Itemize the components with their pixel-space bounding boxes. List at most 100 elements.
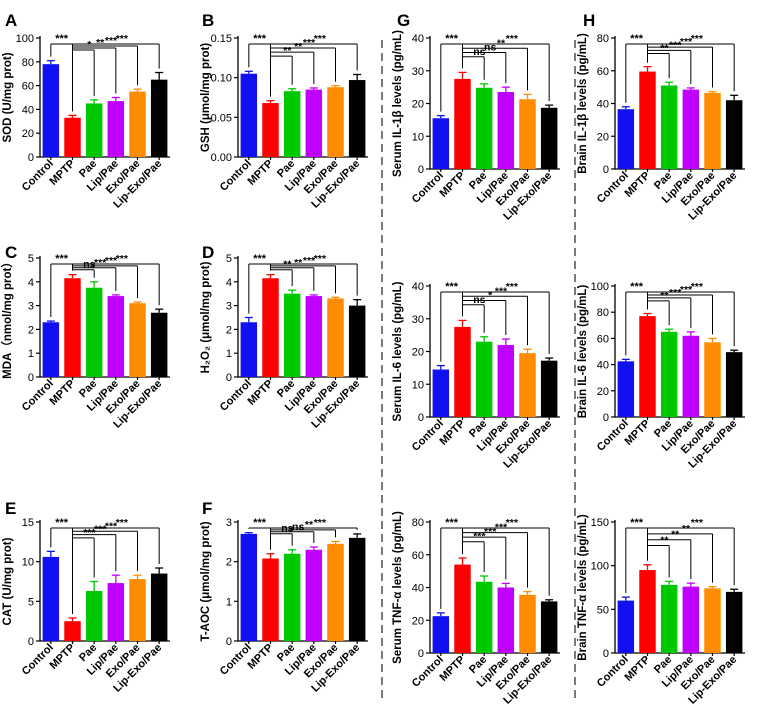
- panel8-bar-0: [432, 616, 450, 653]
- panel1-x-label-1: MPTP: [246, 158, 276, 188]
- panel9-bar-1: [639, 71, 656, 169]
- panel1-sig-label-3: ***: [303, 37, 316, 49]
- panel11-y-tick-label: 0: [603, 648, 609, 660]
- panel3-sig-label-2: **: [294, 257, 303, 269]
- panel9-bar-2: [660, 85, 678, 169]
- panel11-sig-label-1: **: [660, 535, 669, 547]
- panel9-bar-5: [725, 100, 743, 169]
- panel7-bar-4: [519, 353, 536, 417]
- panel2-y-tick-label: 0: [28, 372, 34, 384]
- panel6-sig-label-2: ns: [484, 42, 496, 54]
- panel8-bar-3: [497, 587, 515, 653]
- panel1-bar-1: [262, 103, 279, 157]
- panel8-y-tick-label: 60: [412, 550, 424, 562]
- panel1-bar-4: [327, 87, 344, 157]
- panel4-sig-label-2: ***: [94, 524, 107, 536]
- panel9-y-tick-label: 60: [597, 66, 609, 78]
- panel2-y-label: MDA（nmol/mg prot）: [0, 256, 14, 379]
- panel7-y-tick-label: 10: [412, 379, 424, 391]
- panel3-bar-4: [327, 298, 344, 377]
- panel7-x-label-1: MPTP: [438, 418, 468, 448]
- panel5-y-tick-label: 0: [226, 636, 232, 648]
- panel4-bar-2: [85, 591, 103, 641]
- panel4-y-tick-label: 10: [22, 557, 34, 569]
- panel9-y-tick-label: 20: [597, 131, 609, 143]
- panel1-y-tick-label: 0.05: [211, 112, 232, 124]
- panel6-bar-1: [454, 78, 471, 169]
- panel9-y-tick-label: 0: [603, 164, 609, 176]
- panel8-y-tick-label: 20: [412, 615, 424, 627]
- panel3-bar-0: [240, 322, 258, 377]
- panel11-sig-label-4: ***: [691, 517, 704, 529]
- panel5-letter: F: [202, 499, 212, 518]
- panel9-bar-4: [704, 92, 721, 169]
- panel10-bar-2: [660, 331, 678, 417]
- panel5-y-tick-label: 1: [226, 596, 232, 608]
- panel2-bar-4: [129, 303, 146, 377]
- panel3-y-tick-label: 2: [226, 324, 232, 336]
- panel0-sig-label-2: **: [96, 37, 105, 49]
- panel6-bar-2: [475, 87, 493, 169]
- panel4-letter: E: [5, 499, 16, 518]
- panel7-bar-5: [540, 360, 558, 417]
- panel2-bar-3: [107, 296, 125, 377]
- panel2-bar-2: [85, 287, 103, 377]
- panel1-sig-label-0: ***: [253, 33, 267, 45]
- panel5-bar-1: [262, 558, 279, 641]
- panel9-bar-3: [682, 89, 700, 169]
- panel3-y-label: H₂O₂ (μmol/mg prot): [200, 261, 212, 373]
- panel7-y-label: Serum IL-6 levels (pg/mL): [392, 281, 404, 421]
- panel8-bar-5: [540, 601, 558, 653]
- panel0-y-tick-label: 100: [16, 33, 34, 45]
- panel4-bar-1: [64, 621, 81, 641]
- panel2-sig-label-4: ***: [116, 253, 129, 265]
- panel1-y-tick-label: 0.10: [211, 73, 232, 85]
- panel7-bar-3: [497, 344, 515, 417]
- panel4-bar-3: [107, 583, 125, 641]
- panel6-y-tick-label: 10: [412, 131, 424, 143]
- panel8-bar-4: [519, 594, 536, 653]
- panel0-bar-1: [64, 117, 81, 157]
- panel8-y-label: Serum TNF-α levels (pg/mL): [392, 511, 404, 664]
- panel6-y-label: Serum IL-1β levels (pg/mL): [392, 30, 404, 177]
- panel5-bar-5: [348, 537, 366, 641]
- panel0-sig-label-0: ***: [55, 33, 69, 45]
- panel6-letter: G: [397, 11, 410, 30]
- panel2-letter: C: [5, 243, 17, 262]
- panel10-y-tick-label: 20: [597, 386, 609, 398]
- panel7-sig-label-3: ***: [495, 285, 508, 297]
- panel2-y-tick-label: 4: [28, 277, 34, 289]
- panel11-y-tick-label: 100: [591, 561, 609, 573]
- panel9-sig-label-3: ***: [680, 36, 693, 48]
- panel0-y-label: SOD (U/mg prot): [2, 52, 14, 142]
- panel10-sig-label-0: ***: [630, 281, 644, 293]
- panel0-y-tick-label: 0: [28, 152, 34, 164]
- panel8-bar-1: [454, 564, 471, 653]
- panel1-letter: B: [202, 11, 214, 30]
- panel11-x-label-1: MPTP: [623, 654, 653, 684]
- panel2-bar-5: [150, 312, 168, 377]
- panel10-sig-label-2: ***: [669, 287, 682, 299]
- panel9-sig-label-0: ***: [630, 33, 644, 45]
- panel1-y-label: GSH (μmol/mg prot): [200, 43, 212, 152]
- panel6-bar-5: [540, 107, 558, 169]
- panel1-y-tick-label: 0.15: [211, 33, 232, 45]
- panel5-bar-3: [305, 549, 323, 641]
- panel0-bar-0: [42, 64, 60, 157]
- panel9-y-label: Brain IL-1β levels (pg/mL): [577, 33, 589, 174]
- panel6-y-tick-label: 40: [412, 33, 424, 45]
- panel7-sig-label-0: ***: [445, 281, 459, 293]
- panel4-sig-label-3: ***: [105, 520, 118, 532]
- panel4-y-label: CAT (U/mg prot): [2, 537, 14, 625]
- panel7-sig-label-4: ***: [506, 281, 519, 293]
- panel9-y-tick-label: 40: [597, 99, 609, 111]
- panel3-y-tick-label: 1: [226, 348, 232, 360]
- panel4-sig-label-0: ***: [55, 517, 69, 529]
- panel3-bar-3: [305, 296, 323, 377]
- panel4-y-tick-label: 0: [28, 636, 34, 648]
- panel7-y-tick-label: 0: [418, 412, 424, 424]
- panel10-bar-1: [639, 316, 656, 417]
- panel0-x-label-1: MPTP: [48, 158, 78, 188]
- panel8-y-tick-label: 0: [418, 648, 424, 660]
- panel3-sig-label-4: ***: [314, 253, 327, 265]
